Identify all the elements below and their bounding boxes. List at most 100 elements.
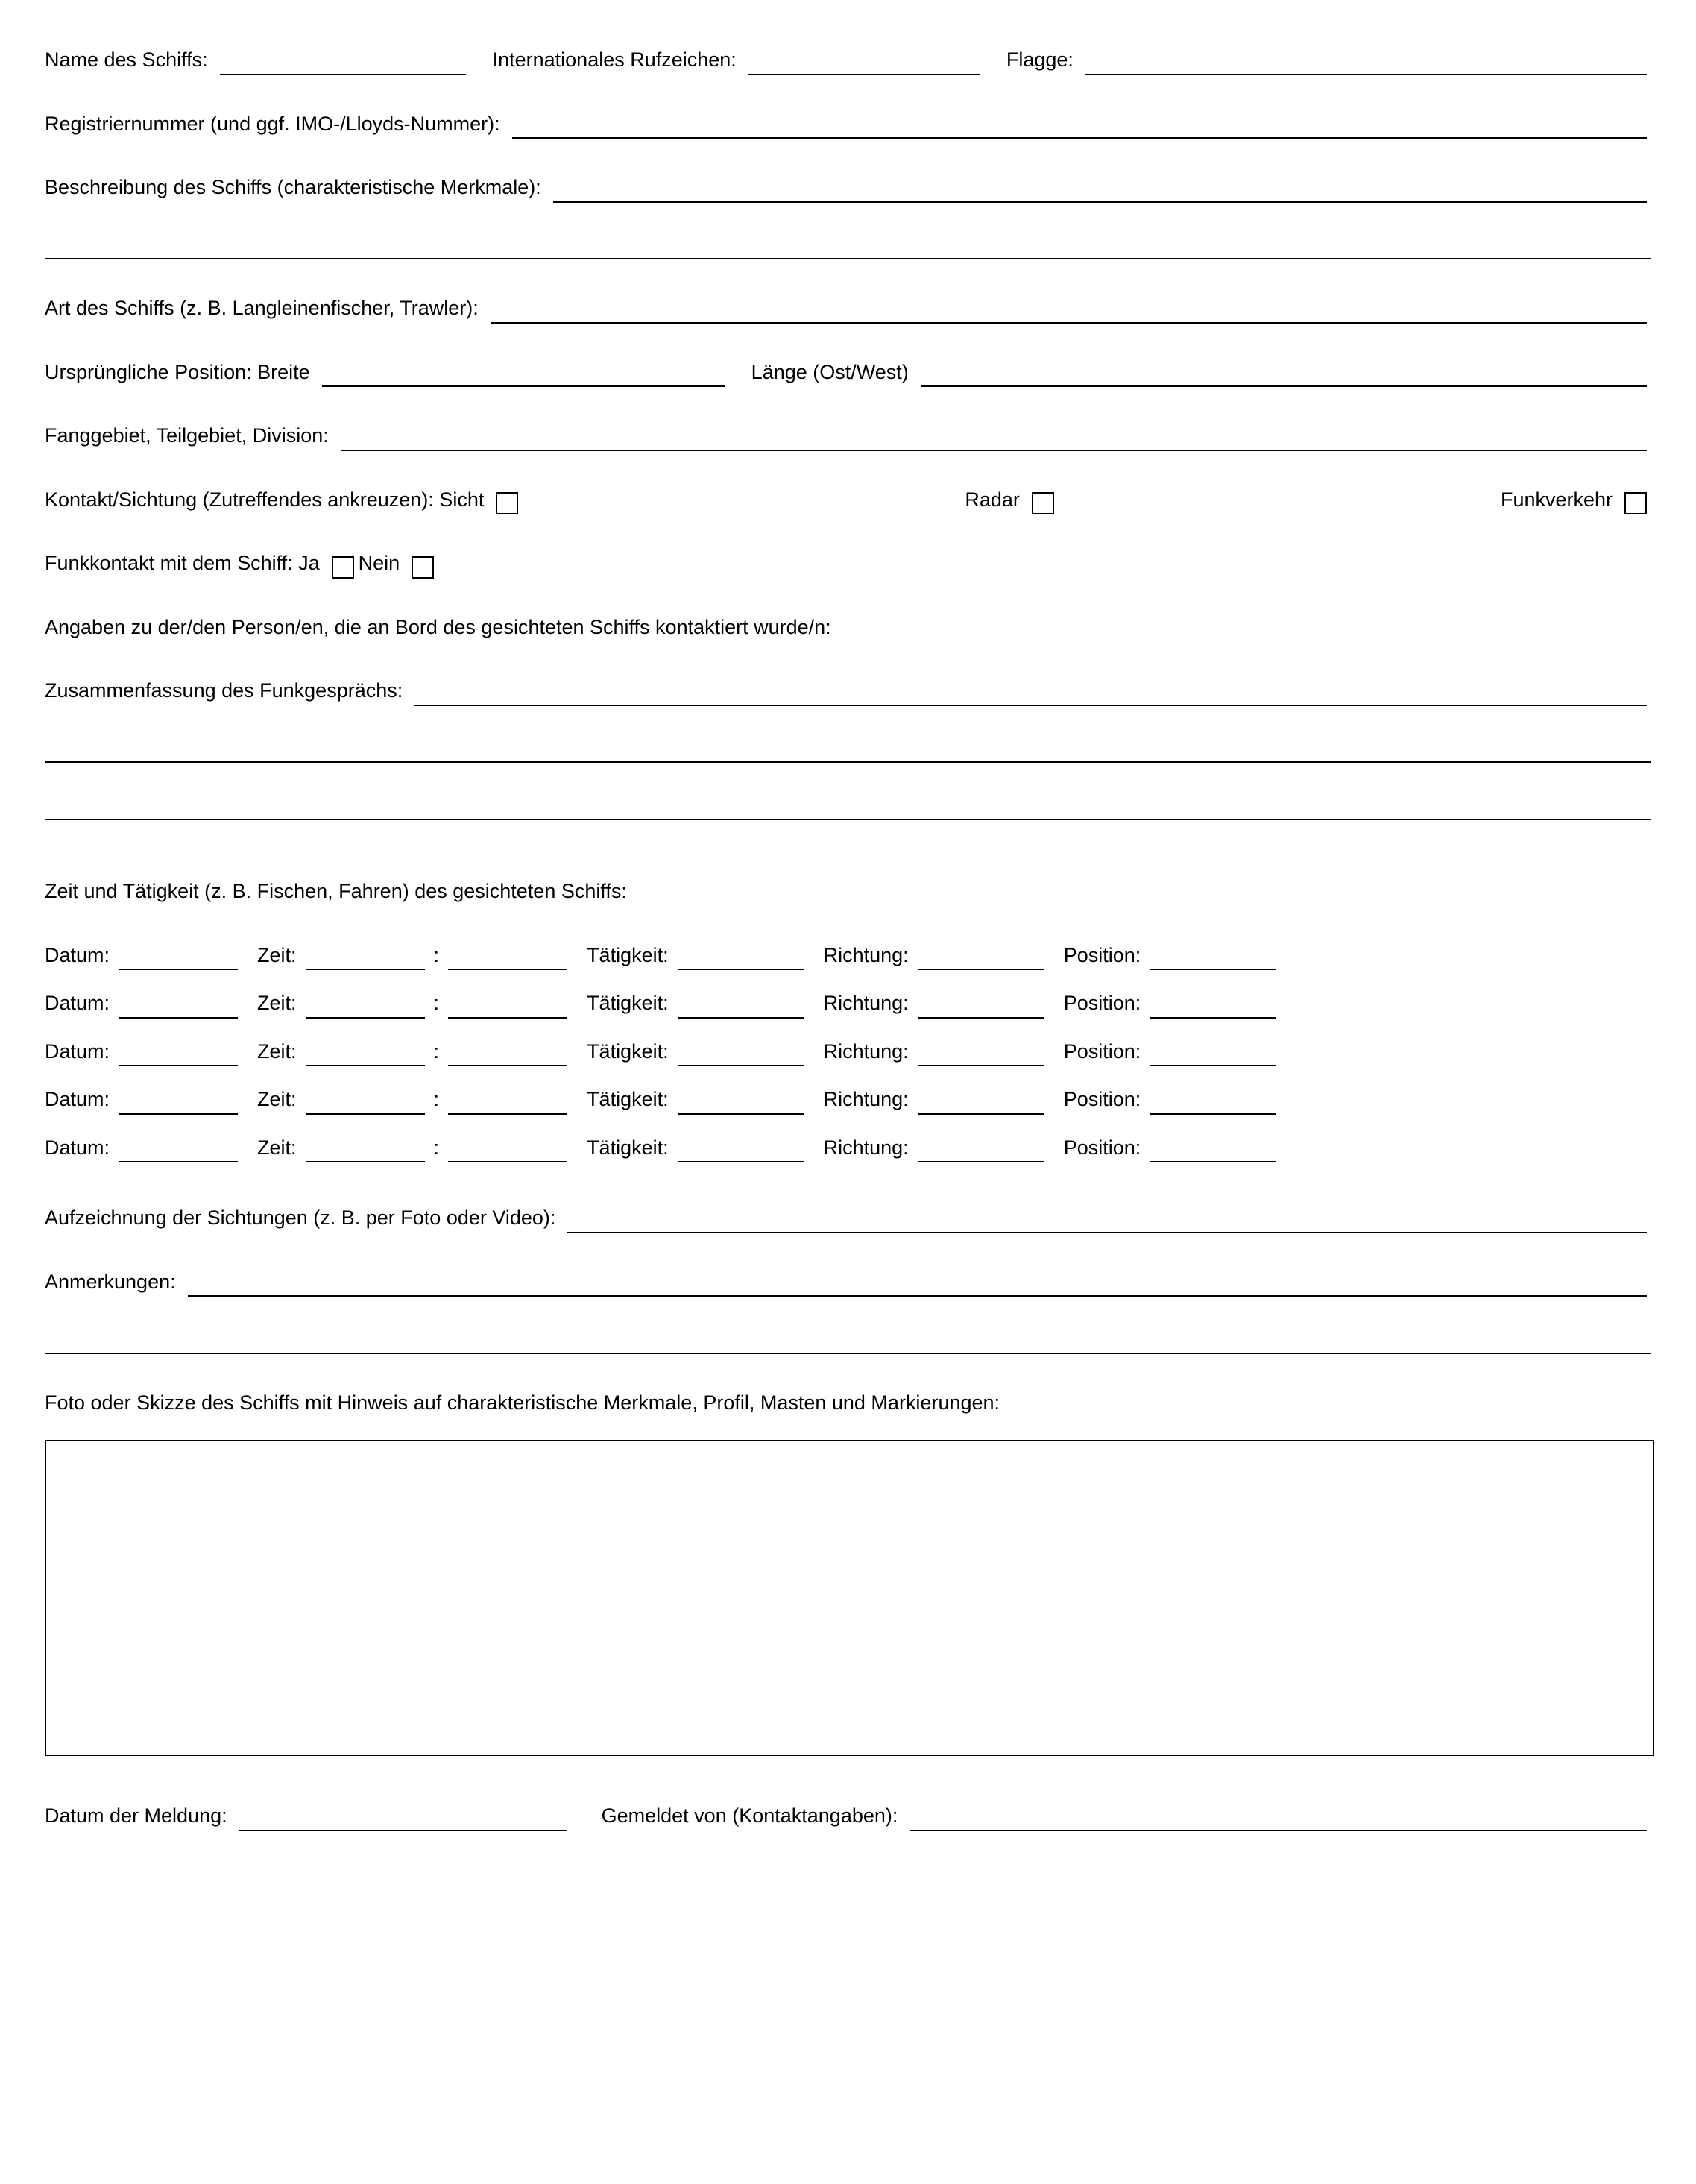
blank-activity[interactable] bbox=[678, 1139, 804, 1162]
label-date: Datum: bbox=[45, 988, 110, 1019]
blank-time-h[interactable] bbox=[306, 995, 425, 1019]
blank-direction[interactable] bbox=[918, 995, 1044, 1019]
blank-date[interactable] bbox=[119, 1042, 238, 1066]
blank-description-2[interactable] bbox=[45, 236, 1651, 260]
blank-report-date[interactable] bbox=[239, 1807, 567, 1831]
label-time: Zeit: bbox=[257, 1133, 297, 1163]
blank-direction[interactable] bbox=[918, 1091, 1044, 1115]
blank-ship-type[interactable] bbox=[491, 300, 1647, 324]
label-direction: Richtung: bbox=[824, 1133, 909, 1163]
blank-remarks-2[interactable] bbox=[45, 1330, 1651, 1354]
blank-position[interactable] bbox=[1150, 1091, 1276, 1115]
blank-position[interactable] bbox=[1150, 1139, 1276, 1162]
row-radio-contact: Funkkontakt mit dem Schiff: Ja Nein bbox=[45, 548, 1651, 579]
label-date: Datum: bbox=[45, 1036, 110, 1067]
label-reg-number: Registriernummer (und ggf. IMO-/Lloyds-N… bbox=[45, 109, 500, 139]
checkbox-radio[interactable] bbox=[1624, 492, 1647, 514]
blank-time-h[interactable] bbox=[306, 946, 425, 970]
checkbox-yes[interactable] bbox=[332, 556, 354, 579]
blank-description[interactable] bbox=[553, 179, 1647, 203]
blank-date[interactable] bbox=[119, 995, 238, 1019]
label-colon: : bbox=[434, 940, 440, 971]
blank-date[interactable] bbox=[119, 1139, 238, 1162]
label-activity: Tätigkeit: bbox=[587, 988, 669, 1019]
blank-activity[interactable] bbox=[678, 995, 804, 1019]
label-radio: Funkverkehr bbox=[1501, 485, 1613, 515]
label-call-sign: Internationales Rufzeichen: bbox=[493, 45, 737, 75]
label-description: Beschreibung des Schiffs (charakteristis… bbox=[45, 172, 541, 203]
label-direction: Richtung: bbox=[824, 1036, 909, 1067]
blank-direction[interactable] bbox=[918, 946, 1044, 970]
blank-ship-name[interactable] bbox=[220, 51, 466, 75]
blank-latitude[interactable] bbox=[322, 364, 725, 388]
label-colon: : bbox=[434, 1133, 440, 1163]
blank-time-h[interactable] bbox=[306, 1139, 425, 1162]
blank-radio-summary-3[interactable] bbox=[45, 796, 1651, 820]
blank-longitude[interactable] bbox=[921, 364, 1647, 388]
label-report-date: Datum der Meldung: bbox=[45, 1801, 227, 1831]
blank-time-m[interactable] bbox=[448, 946, 567, 970]
row-orig-pos: Ursprüngliche Position: Breite Länge (Os… bbox=[45, 357, 1651, 388]
checkbox-sight[interactable] bbox=[496, 492, 518, 514]
blank-date[interactable] bbox=[119, 946, 238, 970]
label-radio-summary: Zusammenfassung des Funkgesprächs: bbox=[45, 676, 403, 706]
label-position: Position: bbox=[1064, 1133, 1141, 1163]
blank-call-sign[interactable] bbox=[748, 51, 980, 75]
blank-time-m[interactable] bbox=[448, 995, 567, 1019]
blank-recording[interactable] bbox=[567, 1209, 1647, 1233]
activity-row: Datum:Zeit::Tätigkeit:Richtung:Position: bbox=[45, 1036, 1651, 1067]
blank-activity[interactable] bbox=[678, 1091, 804, 1115]
label-position: Position: bbox=[1064, 988, 1141, 1019]
label-direction: Richtung: bbox=[824, 1084, 909, 1115]
blank-time-m[interactable] bbox=[448, 1091, 567, 1115]
label-flag: Flagge: bbox=[1006, 45, 1074, 75]
blank-activity[interactable] bbox=[678, 1042, 804, 1066]
blank-time-h[interactable] bbox=[306, 1042, 425, 1066]
label-activity: Tätigkeit: bbox=[587, 1084, 669, 1115]
blank-time-m[interactable] bbox=[448, 1139, 567, 1162]
blank-reg-number[interactable] bbox=[512, 115, 1647, 139]
blank-direction[interactable] bbox=[918, 1139, 1044, 1162]
blank-position[interactable] bbox=[1150, 995, 1276, 1019]
blank-direction[interactable] bbox=[918, 1042, 1044, 1066]
row-persons: Angaben zu der/den Person/en, die an Bor… bbox=[45, 612, 1651, 643]
blank-activity[interactable] bbox=[678, 946, 804, 970]
label-time: Zeit: bbox=[257, 1084, 297, 1115]
blank-flag[interactable] bbox=[1085, 51, 1647, 75]
label-ship-type: Art des Schiffs (z. B. Langleinenfischer… bbox=[45, 293, 479, 324]
row-fishing-area: Fanggebiet, Teilgebiet, Division: bbox=[45, 421, 1651, 451]
blank-radio-summary[interactable] bbox=[414, 682, 1647, 706]
blank-fishing-area[interactable] bbox=[341, 427, 1647, 451]
label-recording: Aufzeichnung der Sichtungen (z. B. per F… bbox=[45, 1203, 555, 1233]
blank-remarks[interactable] bbox=[188, 1273, 1647, 1297]
blank-reported-by[interactable] bbox=[910, 1807, 1647, 1831]
blank-date[interactable] bbox=[119, 1091, 238, 1115]
row-footer: Datum der Meldung: Gemeldet von (Kontakt… bbox=[45, 1801, 1651, 1831]
label-direction: Richtung: bbox=[824, 988, 909, 1019]
label-colon: : bbox=[434, 1084, 440, 1115]
blank-position[interactable] bbox=[1150, 946, 1276, 970]
activity-row: Datum:Zeit::Tätigkeit:Richtung:Position: bbox=[45, 1084, 1651, 1115]
row-remarks: Anmerkungen: bbox=[45, 1267, 1651, 1297]
label-direction: Richtung: bbox=[824, 940, 909, 971]
label-radio-contact: Funkkontakt mit dem Schiff: Ja bbox=[45, 548, 320, 579]
label-time: Zeit: bbox=[257, 1036, 297, 1067]
label-activity: Tätigkeit: bbox=[587, 940, 669, 971]
blank-time-h[interactable] bbox=[306, 1091, 425, 1115]
label-activity: Tätigkeit: bbox=[587, 1036, 669, 1067]
checkbox-radar[interactable] bbox=[1032, 492, 1054, 514]
activity-row: Datum:Zeit::Tätigkeit:Richtung:Position: bbox=[45, 940, 1651, 971]
blank-time-m[interactable] bbox=[448, 1042, 567, 1066]
label-ship-name: Name des Schiffs: bbox=[45, 45, 208, 75]
blank-radio-summary-2[interactable] bbox=[45, 740, 1651, 764]
label-longitude: Länge (Ost/West) bbox=[751, 357, 909, 388]
row-description: Beschreibung des Schiffs (charakteristis… bbox=[45, 172, 1651, 203]
checkbox-no[interactable] bbox=[412, 556, 434, 579]
label-fishing-area: Fanggebiet, Teilgebiet, Division: bbox=[45, 421, 329, 451]
label-position: Position: bbox=[1064, 940, 1141, 971]
sketch-box[interactable] bbox=[45, 1440, 1654, 1756]
blank-position[interactable] bbox=[1150, 1042, 1276, 1066]
label-date: Datum: bbox=[45, 1133, 110, 1163]
label-remarks: Anmerkungen: bbox=[45, 1267, 176, 1297]
label-radar: Radar bbox=[965, 485, 1020, 515]
